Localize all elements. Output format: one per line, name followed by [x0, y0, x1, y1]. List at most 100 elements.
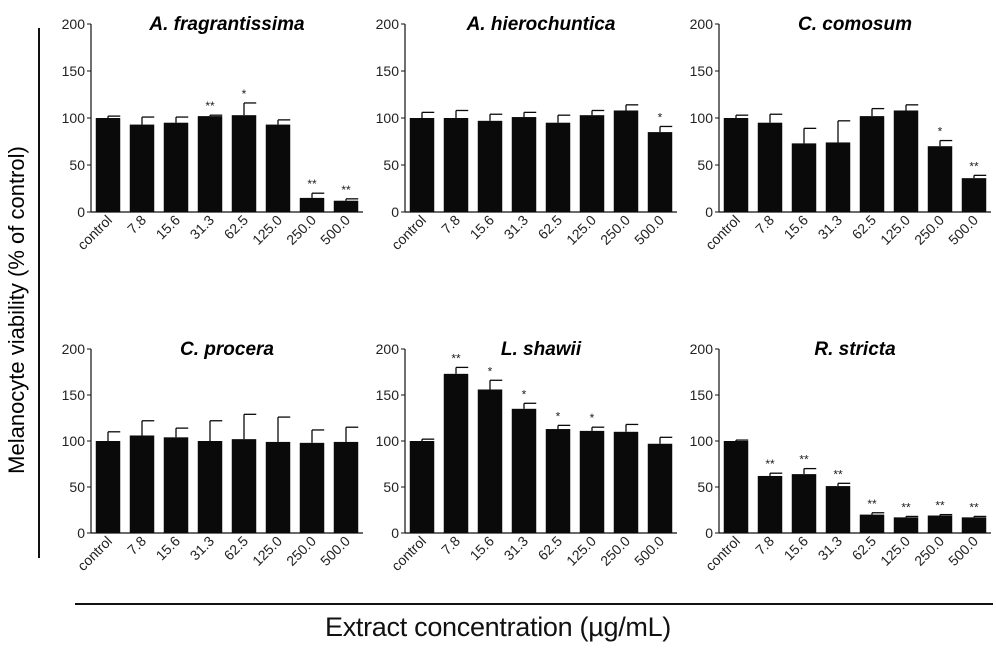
x-tick-label: 15.6 [153, 533, 184, 564]
y-tick-label: 100 [376, 433, 400, 449]
significance-marker: ** [969, 500, 979, 514]
bar [613, 431, 639, 533]
x-tick-label: 250.0 [911, 533, 947, 569]
significance-marker: * [488, 364, 493, 378]
bar [197, 441, 223, 533]
x-tick-label: 62.5 [535, 533, 566, 564]
bar [647, 132, 673, 212]
x-tick-label: 500.0 [631, 212, 667, 248]
x-tick-label: 125.0 [249, 212, 285, 248]
y-tick-label: 0 [391, 204, 399, 220]
x-tick-label: 62.5 [535, 212, 566, 243]
significance-marker: ** [765, 457, 775, 471]
bar [129, 435, 155, 533]
y-axis-label: Melanocyte viability (% of control) [2, 90, 32, 530]
significance-marker: * [658, 110, 663, 124]
y-tick-label: 150 [62, 387, 86, 403]
bar [825, 142, 851, 212]
x-tick-label: 15.6 [153, 212, 184, 243]
x-tick-label: 250.0 [911, 212, 947, 248]
x-tick-label: 15.6 [467, 212, 498, 243]
x-tick-label: 31.3 [501, 533, 532, 564]
y-tick-label: 100 [690, 110, 714, 126]
y-tick-label: 150 [376, 63, 400, 79]
x-tick-label: 15.6 [467, 533, 498, 564]
bar [613, 110, 639, 212]
x-tick-label: 125.0 [249, 533, 285, 569]
x-tick-label: 7.8 [124, 533, 149, 558]
x-tick-label: 500.0 [317, 533, 353, 569]
bar [265, 441, 291, 533]
bar [443, 373, 469, 533]
bar [129, 124, 155, 212]
bar [893, 110, 919, 212]
bar [299, 442, 325, 533]
significance-marker: * [590, 411, 595, 425]
chart-title: C. procera [180, 339, 274, 360]
x-tick-label: 7.8 [752, 212, 777, 237]
significance-marker: ** [451, 351, 461, 365]
bar [757, 122, 783, 212]
y-tick-label: 50 [69, 479, 85, 495]
x-tick-label: 250.0 [597, 533, 633, 569]
x-axis-label: Extract concentration (µg/mL) [325, 612, 671, 642]
significance-marker: ** [969, 159, 979, 173]
left-rule [38, 28, 40, 558]
x-tick-label: 15.6 [781, 533, 812, 564]
y-tick-label: 50 [69, 157, 85, 173]
bar [859, 116, 885, 212]
bar [333, 200, 359, 212]
x-tick-label: 125.0 [877, 533, 913, 569]
bar [409, 441, 435, 533]
x-tick-label: 7.8 [124, 212, 149, 237]
y-tick-label: 0 [705, 204, 713, 220]
bar [299, 197, 325, 212]
chart-title: C. comosum [798, 14, 912, 35]
x-tick-label: 250.0 [283, 212, 319, 248]
bar [579, 430, 605, 533]
x-tick-label: 500.0 [317, 212, 353, 248]
significance-marker: * [556, 409, 561, 423]
bar [409, 118, 435, 212]
y-tick-label: 50 [383, 479, 399, 495]
y-tick-label: 100 [690, 433, 714, 449]
bar [197, 116, 223, 212]
x-tick-label: 62.5 [849, 212, 880, 243]
bar [545, 122, 571, 212]
chart-title: L. shawii [501, 339, 582, 360]
x-tick-label: 125.0 [563, 212, 599, 248]
x-tick-label: 500.0 [945, 212, 981, 248]
y-tick-label: 150 [376, 387, 400, 403]
x-tick-label: 31.3 [815, 533, 846, 564]
y-tick-label: 100 [62, 110, 86, 126]
x-tick-label: 250.0 [597, 212, 633, 248]
bar [893, 517, 919, 533]
x-tick-label: 62.5 [221, 212, 252, 243]
significance-marker: ** [935, 499, 945, 513]
bar [163, 122, 189, 212]
significance-marker: ** [867, 497, 877, 511]
x-tick-label: 500.0 [631, 533, 667, 569]
significance-marker: ** [833, 467, 843, 481]
chart-title: A. hierochuntica [466, 14, 616, 35]
y-tick-label: 200 [690, 341, 714, 357]
x-tick-label: 7.8 [438, 212, 463, 237]
bar [859, 514, 885, 533]
bar [791, 143, 817, 212]
bar [265, 124, 291, 212]
x-tick-label: 31.3 [815, 212, 846, 243]
bar [647, 443, 673, 533]
bar [723, 118, 749, 212]
bar [961, 178, 987, 212]
bar [579, 115, 605, 212]
y-tick-label: 150 [690, 63, 714, 79]
y-tick-label: 200 [62, 16, 86, 32]
bar [545, 429, 571, 533]
x-tick-label: 500.0 [945, 533, 981, 569]
x-tick-label: 31.3 [187, 212, 218, 243]
x-tick-label: 250.0 [283, 533, 319, 569]
